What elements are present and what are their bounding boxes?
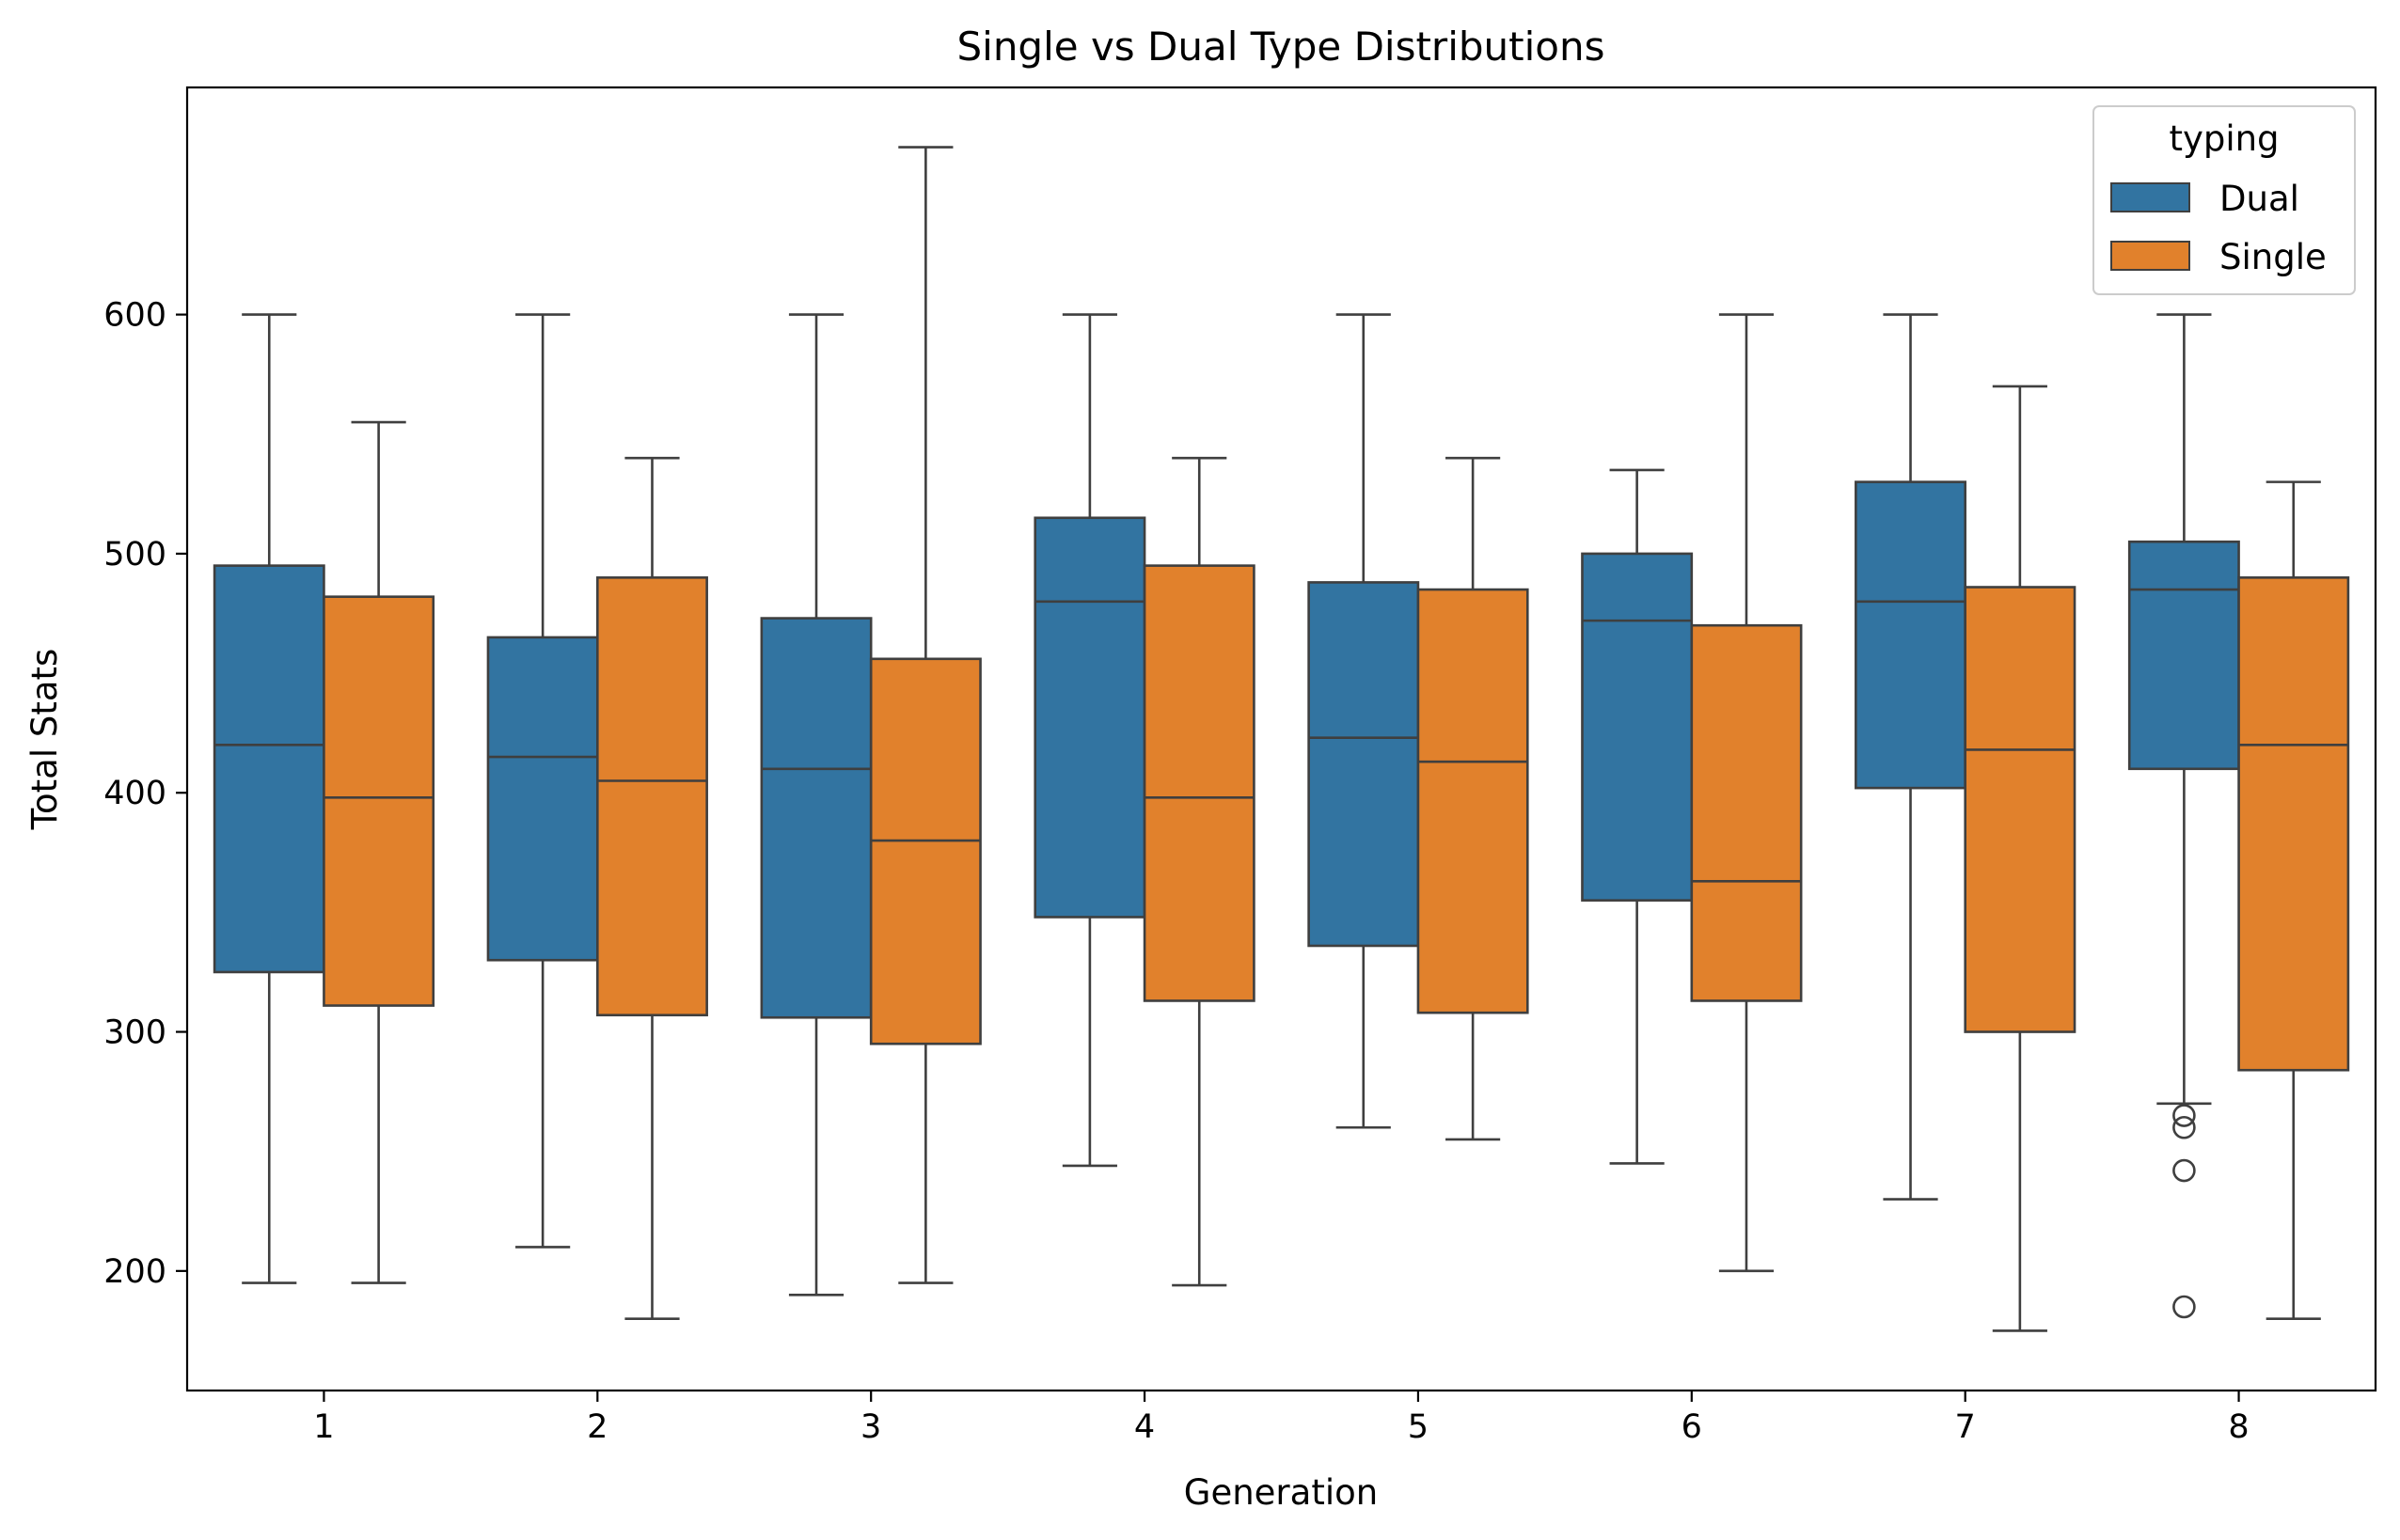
box-single-gen-3 [869, 146, 982, 1284]
iqr-box [1307, 581, 1420, 948]
iqr-box [2127, 540, 2240, 771]
iqr-box [1143, 564, 1255, 1002]
box-dual-gen-4 [1034, 313, 1146, 1168]
box-dual-gen-1 [213, 313, 325, 1284]
x-tick-label: 4 [1134, 1408, 1155, 1446]
y-axis: 200 300 400 500 600 [103, 297, 187, 1291]
iqr-box [1034, 516, 1146, 919]
legend-title: typing [2169, 118, 2279, 159]
y-tick-label: 200 [103, 1253, 166, 1291]
box-single-gen-1 [323, 420, 435, 1284]
x-tick-label: 7 [1955, 1408, 1976, 1446]
outlier-point [2172, 1295, 2196, 1319]
box-single-gen-7 [1964, 385, 2076, 1332]
box-single-gen-4 [1143, 456, 1255, 1287]
iqr-box [1416, 588, 1529, 1014]
plot-area [213, 146, 2350, 1332]
y-tick-label: 400 [103, 775, 166, 812]
box-dual-gen-5 [1307, 313, 1420, 1129]
plot-frame [185, 86, 2377, 1392]
x-tick-label: 3 [861, 1408, 881, 1446]
box-single-gen-8 [2237, 480, 2350, 1321]
chart-title: Single vs Dual Type Distributions [956, 24, 1604, 70]
iqr-box [1581, 552, 1694, 902]
y-axis-label: Total Stats [24, 649, 65, 831]
iqr-box [1964, 586, 2076, 1033]
legend: typing Dual Single [2092, 105, 2356, 295]
legend-swatch-dual [2110, 182, 2190, 212]
legend-label-dual: Dual [2219, 179, 2299, 219]
x-tick-label: 6 [1682, 1408, 1702, 1446]
iqr-box [2237, 576, 2350, 1072]
iqr-box [1690, 623, 1803, 1002]
y-tick-label: 600 [103, 297, 166, 335]
iqr-box [323, 595, 435, 1007]
outlier-point [2172, 1104, 2196, 1127]
box-single-gen-6 [1690, 313, 1803, 1273]
x-tick-label: 8 [2228, 1408, 2249, 1446]
x-axis: 1 2 3 4 5 6 7 8 [313, 1391, 2250, 1446]
outlier-point [2172, 1115, 2196, 1139]
box-single-gen-2 [596, 456, 708, 1321]
y-tick-label: 500 [103, 536, 166, 574]
iqr-box [213, 564, 325, 974]
x-tick-label: 5 [1408, 1408, 1429, 1446]
outlier-point [2172, 1158, 2196, 1183]
box-dual-gen-3 [760, 313, 873, 1296]
x-tick-label: 2 [587, 1408, 608, 1446]
iqr-box [869, 657, 982, 1045]
iqr-box [486, 636, 599, 962]
box-dual-gen-6 [1581, 468, 1694, 1165]
iqr-box [596, 576, 708, 1017]
x-axis-label: Generation [1184, 1472, 1378, 1513]
box-dual-gen-7 [1855, 313, 1966, 1201]
iqr-box [760, 617, 873, 1019]
box-single-gen-5 [1416, 456, 1529, 1141]
legend-swatch-single [2110, 241, 2190, 271]
x-tick-label: 1 [313, 1408, 334, 1446]
iqr-box [1855, 480, 1966, 790]
y-tick-label: 300 [103, 1014, 166, 1052]
box-dual-gen-8 [2127, 313, 2240, 1319]
box-dual-gen-2 [486, 313, 599, 1249]
legend-label-single: Single [2219, 237, 2327, 277]
